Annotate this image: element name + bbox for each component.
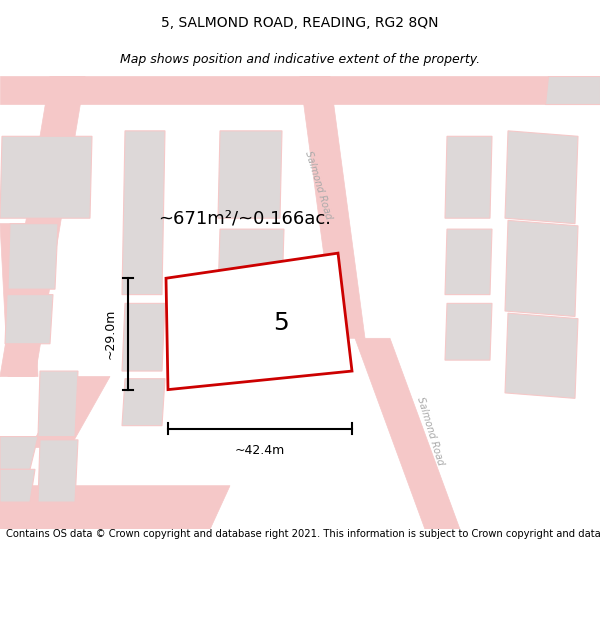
Polygon shape <box>545 76 600 104</box>
Polygon shape <box>300 76 365 338</box>
Polygon shape <box>166 253 352 389</box>
Polygon shape <box>0 76 85 376</box>
Text: ~671m²/~0.166ac.: ~671m²/~0.166ac. <box>158 209 331 227</box>
Polygon shape <box>0 437 38 469</box>
Polygon shape <box>505 131 578 224</box>
Text: 5, SALMOND ROAD, READING, RG2 8QN: 5, SALMOND ROAD, READING, RG2 8QN <box>161 16 439 30</box>
Polygon shape <box>445 136 492 218</box>
Polygon shape <box>5 294 53 344</box>
Polygon shape <box>505 313 578 398</box>
Polygon shape <box>122 379 165 426</box>
Polygon shape <box>8 224 58 289</box>
Polygon shape <box>0 76 600 104</box>
Polygon shape <box>218 131 282 218</box>
Polygon shape <box>0 486 230 529</box>
Text: Contains OS data © Crown copyright and database right 2021. This information is : Contains OS data © Crown copyright and d… <box>6 529 600 539</box>
Polygon shape <box>0 136 92 218</box>
Polygon shape <box>0 469 35 502</box>
Text: Map shows position and indicative extent of the property.: Map shows position and indicative extent… <box>120 53 480 66</box>
Polygon shape <box>0 224 38 376</box>
Polygon shape <box>445 229 492 294</box>
Polygon shape <box>122 131 165 294</box>
Polygon shape <box>355 338 460 529</box>
Polygon shape <box>218 229 284 294</box>
Text: ~29.0m: ~29.0m <box>104 309 116 359</box>
Polygon shape <box>38 440 78 502</box>
Text: Salmond Road: Salmond Road <box>415 396 445 466</box>
Text: ~42.4m: ~42.4m <box>235 444 285 458</box>
Polygon shape <box>445 303 492 360</box>
Text: 5: 5 <box>273 311 289 335</box>
Polygon shape <box>122 303 165 371</box>
Polygon shape <box>30 376 110 448</box>
Polygon shape <box>38 371 78 437</box>
Polygon shape <box>505 221 578 316</box>
Text: Salmond Road: Salmond Road <box>303 150 333 221</box>
